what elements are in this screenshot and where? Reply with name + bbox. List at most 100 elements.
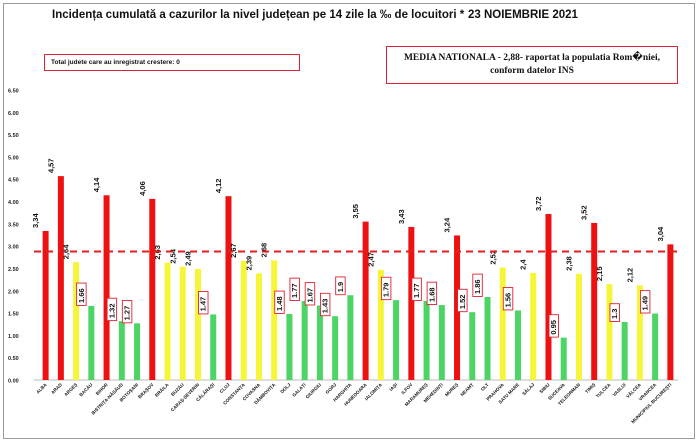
y-tick-label: 5.50 — [8, 133, 19, 139]
category-label: SĂLAJ — [521, 381, 536, 396]
value-label-box — [639, 290, 651, 314]
bar — [408, 226, 415, 380]
category-label: MUREȘ — [444, 382, 460, 398]
category-label: BIHOR — [95, 382, 109, 396]
category-label: TULCEA — [595, 382, 612, 399]
value-label: 2,47 — [366, 252, 375, 267]
bar — [332, 316, 339, 380]
bar — [545, 214, 552, 380]
bar — [240, 260, 247, 380]
value-label: 1.27 — [123, 306, 132, 321]
value-label: 1.3 — [610, 309, 619, 319]
chart-title: Incidența cumulată a cazurilor la nivel … — [52, 9, 465, 21]
bar — [393, 300, 400, 380]
value-label-group: 3,43 — [397, 209, 406, 224]
value-label-group: 2,4 — [519, 259, 528, 270]
value-label-group: 2,67 — [229, 243, 238, 258]
value-label: 2,64 — [62, 244, 71, 259]
bar — [530, 272, 537, 380]
value-label-group: 1.68 — [426, 281, 438, 305]
bar — [515, 310, 521, 380]
bar — [195, 268, 201, 380]
y-tick-label: 6.00 — [8, 111, 19, 117]
value-label: 1.48 — [275, 296, 284, 311]
value-label-group: 1.77 — [289, 277, 300, 301]
value-label-group: 4,12 — [214, 179, 223, 194]
bar — [103, 195, 110, 380]
bar — [469, 312, 476, 380]
bar — [667, 244, 674, 380]
y-tick-label: 3.50 — [8, 222, 19, 228]
value-label-box — [289, 277, 300, 301]
bar — [636, 285, 643, 380]
value-label: 3,34 — [31, 213, 40, 228]
value-label: 3,43 — [397, 209, 406, 224]
y-tick-label: 4.00 — [8, 200, 19, 206]
counties-increase-box: Total judete care au inregistrat crester… — [44, 54, 300, 71]
value-label: 1.79 — [382, 283, 391, 298]
bar — [42, 230, 49, 380]
bar — [499, 267, 506, 380]
y-tick-label: 0.00 — [8, 379, 19, 385]
value-label: 1.68 — [427, 287, 436, 302]
value-label-group: 1.52 — [457, 288, 468, 313]
value-label-group: 3,34 — [31, 213, 40, 228]
bar — [134, 323, 141, 380]
value-label: 2,68 — [260, 243, 269, 258]
y-tick-label: 6.50 — [8, 89, 19, 95]
bar — [423, 301, 430, 380]
value-label: 4,57 — [46, 158, 55, 173]
y-tick-label: 5.00 — [8, 155, 19, 161]
value-label-box — [106, 297, 118, 322]
value-label: 1.49 — [641, 296, 650, 311]
value-label: 1.32 — [107, 303, 116, 318]
value-label-group: 1.27 — [121, 299, 133, 324]
bar — [118, 321, 125, 380]
value-label-group: 2,54 — [168, 248, 177, 263]
value-label: 1.52 — [458, 295, 467, 310]
bar — [377, 269, 384, 380]
value-label-box — [380, 276, 392, 301]
category-label: GIURGIU — [305, 382, 323, 400]
value-label-group: 3,72 — [534, 196, 543, 211]
category-label: BACĂU — [78, 381, 94, 397]
bar — [225, 196, 232, 380]
value-label-group: 2,68 — [260, 243, 269, 258]
bar — [454, 235, 461, 380]
bar — [575, 273, 582, 380]
value-label-box — [76, 282, 87, 306]
national-average-box: MEDIA NATIONALA - 2,88- raportat la popu… — [386, 46, 678, 84]
value-label-group: 3,04 — [656, 226, 665, 241]
value-label-group: 1.48 — [274, 290, 285, 314]
value-label-group: 2,47 — [366, 252, 375, 267]
value-label-group: 1.79 — [380, 276, 392, 301]
value-label: 1.56 — [504, 293, 513, 308]
bar — [149, 198, 156, 380]
value-label-box — [198, 291, 209, 315]
bar — [271, 260, 278, 380]
value-label-box — [319, 292, 331, 317]
value-label: 3,04 — [656, 226, 665, 241]
category-label: CLUJ — [219, 382, 231, 394]
value-label: 1.86 — [473, 279, 482, 294]
value-label: 1.47 — [199, 297, 208, 312]
bar — [606, 284, 613, 380]
bar — [210, 314, 217, 380]
value-label-group: 4,57 — [46, 158, 55, 173]
category-label: DOLJ — [279, 382, 292, 395]
bar — [301, 301, 308, 380]
value-label-group: 2,15 — [595, 266, 604, 281]
bar — [362, 221, 369, 380]
bar — [347, 295, 354, 380]
value-label: 2,12 — [625, 268, 634, 283]
value-label: 3,52 — [580, 205, 589, 220]
category-label: TIMIȘ — [584, 382, 597, 395]
value-label: 3,72 — [534, 196, 543, 211]
category-label: SIBIU — [538, 382, 551, 395]
bar — [88, 305, 95, 380]
value-label: 1.77 — [412, 283, 421, 298]
category-label: GORJ — [325, 382, 338, 395]
category-label: ALBA — [35, 382, 48, 395]
value-label-group: 1.47 — [198, 291, 209, 315]
